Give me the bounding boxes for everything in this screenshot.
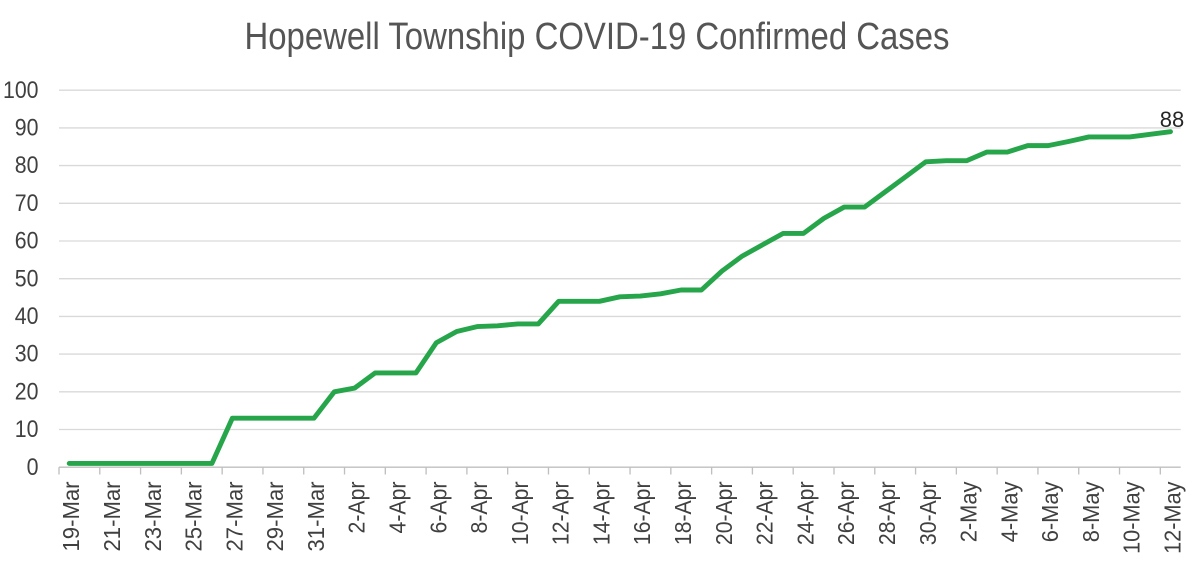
svg-text:90: 90	[15, 115, 39, 142]
svg-text:10-Apr: 10-Apr	[507, 481, 533, 545]
svg-text:50: 50	[15, 265, 39, 292]
svg-text:27-Mar: 27-Mar	[221, 481, 247, 551]
svg-text:26-Apr: 26-Apr	[833, 481, 859, 545]
svg-text:10: 10	[15, 416, 39, 443]
svg-text:30: 30	[15, 341, 39, 368]
svg-text:21-Mar: 21-Mar	[99, 481, 125, 551]
svg-text:8-Apr: 8-Apr	[466, 481, 492, 533]
svg-text:2-May: 2-May	[956, 481, 982, 542]
svg-text:18-Apr: 18-Apr	[670, 481, 696, 545]
svg-text:6-May: 6-May	[1037, 481, 1063, 542]
svg-text:10-May: 10-May	[1119, 481, 1145, 554]
svg-text:14-Apr: 14-Apr	[588, 481, 614, 545]
svg-text:80: 80	[15, 152, 39, 179]
svg-text:12-Apr: 12-Apr	[548, 481, 574, 545]
svg-text:19-Mar: 19-Mar	[58, 481, 84, 551]
svg-text:4-May: 4-May	[996, 481, 1022, 542]
svg-text:60: 60	[15, 228, 39, 255]
svg-text:2-Apr: 2-Apr	[344, 481, 370, 533]
svg-text:25-Mar: 25-Mar	[181, 481, 207, 551]
svg-text:29-Mar: 29-Mar	[262, 481, 288, 551]
svg-text:23-Mar: 23-Mar	[140, 481, 166, 551]
svg-text:20: 20	[15, 378, 39, 405]
svg-text:88: 88	[1160, 107, 1184, 132]
svg-text:16-Apr: 16-Apr	[629, 481, 655, 545]
svg-text:8-May: 8-May	[1078, 481, 1104, 542]
svg-text:12-May: 12-May	[1160, 481, 1186, 554]
svg-text:20-Apr: 20-Apr	[711, 481, 737, 545]
svg-text:40: 40	[15, 303, 39, 330]
svg-text:24-Apr: 24-Apr	[792, 481, 818, 545]
svg-text:28-Apr: 28-Apr	[874, 481, 900, 545]
svg-text:22-Apr: 22-Apr	[752, 481, 778, 545]
svg-text:70: 70	[15, 190, 39, 217]
svg-text:31-Mar: 31-Mar	[303, 481, 329, 551]
svg-text:0: 0	[27, 454, 39, 481]
svg-text:6-Apr: 6-Apr	[425, 481, 451, 533]
svg-text:30-Apr: 30-Apr	[915, 481, 941, 545]
svg-text:100: 100	[3, 77, 39, 104]
svg-text:Hopewell Township COVID-19 Con: Hopewell Township COVID-19 Confirmed Cas…	[245, 16, 950, 58]
svg-text:4-Apr: 4-Apr	[385, 481, 411, 533]
